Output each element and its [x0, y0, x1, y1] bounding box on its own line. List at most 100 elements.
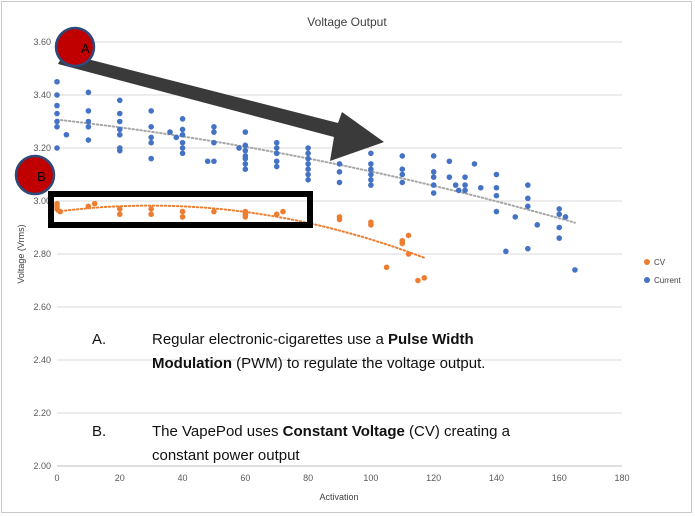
point-cv — [273, 211, 280, 218]
point-current — [179, 139, 186, 146]
note-a: A. Regular electronic-cigarettes use a P… — [92, 328, 512, 400]
point-current — [116, 131, 123, 138]
data-points — [54, 78, 578, 284]
pwm-arrow — [58, 53, 384, 161]
point-current — [167, 129, 173, 135]
point-current — [179, 131, 186, 138]
point-cv — [399, 240, 406, 247]
point-current — [336, 161, 343, 167]
marker-b-label: B — [37, 169, 46, 184]
point-current — [572, 267, 578, 273]
point-cv — [211, 208, 217, 215]
point-cv — [91, 200, 98, 207]
point-current — [148, 155, 154, 162]
point-current — [430, 190, 437, 196]
point-current — [399, 171, 406, 178]
legend-swatch-cv — [644, 259, 650, 265]
note-b-letter: B. — [92, 423, 107, 440]
point-current — [63, 131, 70, 138]
note-a-bold: Pulse Width Modulation — [152, 331, 474, 372]
point-cv — [148, 206, 154, 212]
arrow-icon — [58, 53, 384, 161]
point-current — [446, 158, 453, 165]
point-cv — [368, 222, 374, 228]
point-cv — [85, 203, 92, 210]
point-current — [305, 150, 311, 157]
point-current — [242, 147, 249, 154]
point-current — [273, 150, 280, 157]
x-axis-title: Activation — [319, 492, 358, 502]
legend-label-current: Current — [654, 276, 681, 285]
point-current — [477, 184, 484, 191]
point-current — [242, 129, 249, 135]
point-cv — [116, 211, 123, 218]
point-current — [179, 150, 186, 157]
marker-a-label: A — [81, 41, 90, 56]
y-tick-label: 2.20 — [33, 408, 51, 418]
point-current — [305, 171, 311, 178]
point-cv — [242, 214, 249, 220]
point-current — [512, 214, 519, 220]
point-current — [179, 145, 186, 151]
point-current — [148, 108, 154, 114]
point-cv — [280, 208, 286, 215]
point-current — [471, 161, 478, 167]
marker-a: A — [54, 26, 96, 68]
point-current — [556, 206, 563, 212]
point-cv — [148, 211, 154, 218]
point-current — [116, 110, 123, 117]
y-axis-ticks: 2.00 2.20 2.40 2.60 2.80 3.00 3.20 3.40 3.60 — [33, 37, 51, 471]
point-current — [85, 89, 92, 96]
point-cv — [179, 208, 186, 215]
y-tick-label: 3.00 — [33, 196, 51, 206]
x-tick-label: 180 — [614, 473, 629, 483]
point-current — [173, 134, 180, 141]
y-tick-label: 3.20 — [33, 143, 51, 153]
point-current — [556, 235, 563, 241]
point-current — [242, 155, 249, 162]
point-current — [305, 155, 311, 162]
point-current — [85, 137, 92, 143]
point-current — [148, 134, 154, 141]
point-current — [368, 161, 374, 167]
point-current — [148, 124, 154, 130]
point-current — [430, 174, 437, 180]
note-b-text: The VapePod uses Constant Voltage (CV) c… — [152, 420, 512, 468]
point-current — [452, 182, 459, 188]
point-cv — [57, 208, 63, 215]
point-current — [211, 139, 217, 146]
point-current — [462, 182, 468, 188]
point-current — [179, 116, 186, 122]
point-current — [525, 203, 531, 210]
point-current — [503, 248, 509, 255]
point-current — [368, 150, 374, 157]
point-cv — [336, 216, 343, 223]
point-current — [305, 145, 311, 151]
y-tick-label: 2.80 — [33, 249, 51, 259]
point-current — [116, 126, 123, 133]
point-current — [399, 179, 406, 186]
point-current — [211, 158, 217, 165]
point-current — [242, 161, 249, 167]
point-current — [85, 124, 92, 130]
point-current — [462, 174, 468, 180]
point-current — [85, 118, 92, 125]
point-current — [446, 174, 453, 180]
point-current — [430, 153, 437, 159]
note-a-pre: Regular electronic-cigarettes use a — [152, 331, 388, 348]
point-current — [116, 118, 123, 125]
point-current — [54, 78, 60, 85]
point-current — [556, 211, 563, 218]
point-current — [336, 169, 343, 175]
x-tick-label: 60 — [240, 473, 250, 483]
chart-title: Voltage Output — [307, 15, 387, 29]
point-current — [116, 147, 123, 154]
point-current — [399, 166, 406, 172]
note-a-post: (PWM) to regulate the voltage output. — [231, 355, 486, 372]
y-tick-label: 2.40 — [33, 355, 51, 365]
point-current — [525, 182, 531, 188]
point-cv — [415, 277, 421, 284]
legend-swatch-current — [644, 277, 650, 283]
point-current — [534, 222, 541, 228]
